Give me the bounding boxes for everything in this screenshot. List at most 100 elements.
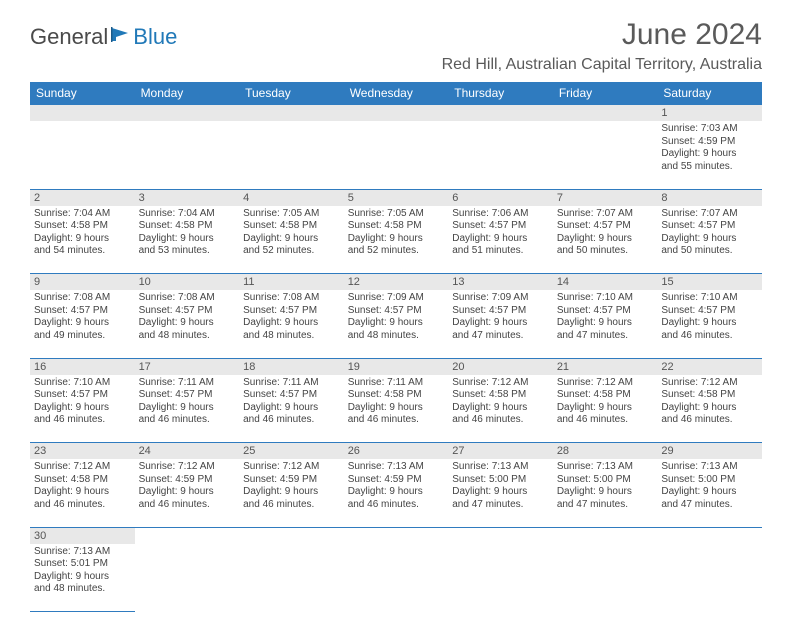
day-cell: Sunrise: 7:07 AMSunset: 4:57 PMDaylight:… xyxy=(553,206,658,274)
sunset-label: Sunset: 4:57 PM xyxy=(139,305,236,318)
day-number-cell: 24 xyxy=(135,443,240,460)
day-number-cell: 26 xyxy=(344,443,449,460)
day-cell: Sunrise: 7:03 AMSunset: 4:59 PMDaylight:… xyxy=(657,121,762,189)
day-content-row: Sunrise: 7:04 AMSunset: 4:58 PMDaylight:… xyxy=(30,206,762,274)
day-cell: Sunrise: 7:04 AMSunset: 4:58 PMDaylight:… xyxy=(135,206,240,274)
day-number-cell xyxy=(135,105,240,122)
sunrise-label: Sunrise: 7:11 AM xyxy=(243,377,340,390)
day-number-cell xyxy=(30,105,135,122)
sunset-label: Sunset: 4:58 PM xyxy=(661,389,758,402)
day-cell: Sunrise: 7:12 AMSunset: 4:58 PMDaylight:… xyxy=(657,375,762,443)
day-number-cell: 13 xyxy=(448,274,553,291)
day-number-cell: 19 xyxy=(344,358,449,375)
day-cell: Sunrise: 7:08 AMSunset: 4:57 PMDaylight:… xyxy=(135,290,240,358)
day-cell xyxy=(344,544,449,612)
sunset-label: Sunset: 4:57 PM xyxy=(557,220,654,233)
daylight-label: Daylight: 9 hours xyxy=(452,233,549,246)
day-number-cell: 8 xyxy=(657,189,762,206)
day-number-row: 2345678 xyxy=(30,189,762,206)
day-number-cell: 10 xyxy=(135,274,240,291)
weekday-header: Tuesday xyxy=(239,82,344,105)
day-number-cell xyxy=(657,527,762,544)
sunrise-label: Sunrise: 7:13 AM xyxy=(348,461,445,474)
daylight-label: and 48 minutes. xyxy=(243,330,340,343)
daylight-label: and 48 minutes. xyxy=(348,330,445,343)
sunset-label: Sunset: 4:57 PM xyxy=(243,305,340,318)
flag-icon xyxy=(110,24,132,50)
daylight-label: Daylight: 9 hours xyxy=(661,486,758,499)
day-number-cell: 14 xyxy=(553,274,658,291)
daylight-label: and 52 minutes. xyxy=(243,245,340,258)
daylight-label: and 47 minutes. xyxy=(557,499,654,512)
day-cell xyxy=(135,544,240,612)
daylight-label: and 47 minutes. xyxy=(452,499,549,512)
sunrise-label: Sunrise: 7:10 AM xyxy=(557,292,654,305)
daylight-label: and 46 minutes. xyxy=(34,499,131,512)
sunset-label: Sunset: 4:57 PM xyxy=(452,305,549,318)
daylight-label: Daylight: 9 hours xyxy=(34,317,131,330)
daylight-label: and 46 minutes. xyxy=(243,499,340,512)
daylight-label: Daylight: 9 hours xyxy=(557,317,654,330)
sunrise-label: Sunrise: 7:07 AM xyxy=(661,208,758,221)
sunrise-label: Sunrise: 7:07 AM xyxy=(557,208,654,221)
day-cell xyxy=(448,544,553,612)
sunrise-label: Sunrise: 7:12 AM xyxy=(243,461,340,474)
day-number-cell: 9 xyxy=(30,274,135,291)
day-cell: Sunrise: 7:12 AMSunset: 4:58 PMDaylight:… xyxy=(553,375,658,443)
sunset-label: Sunset: 4:59 PM xyxy=(139,474,236,487)
sunrise-label: Sunrise: 7:12 AM xyxy=(34,461,131,474)
day-cell: Sunrise: 7:07 AMSunset: 4:57 PMDaylight:… xyxy=(657,206,762,274)
day-number-cell xyxy=(344,105,449,122)
daylight-label: Daylight: 9 hours xyxy=(348,486,445,499)
day-number-cell: 11 xyxy=(239,274,344,291)
daylight-label: Daylight: 9 hours xyxy=(243,317,340,330)
sunset-label: Sunset: 4:57 PM xyxy=(661,305,758,318)
day-cell: Sunrise: 7:12 AMSunset: 4:59 PMDaylight:… xyxy=(239,459,344,527)
daylight-label: and 51 minutes. xyxy=(452,245,549,258)
day-number-cell: 30 xyxy=(30,527,135,544)
sunset-label: Sunset: 4:58 PM xyxy=(34,220,131,233)
day-cell: Sunrise: 7:11 AMSunset: 4:57 PMDaylight:… xyxy=(239,375,344,443)
sunrise-label: Sunrise: 7:12 AM xyxy=(661,377,758,390)
day-number-row: 1 xyxy=(30,105,762,122)
day-cell xyxy=(553,544,658,612)
day-number-cell xyxy=(448,105,553,122)
daylight-label: and 46 minutes. xyxy=(661,330,758,343)
sunrise-label: Sunrise: 7:10 AM xyxy=(661,292,758,305)
sunset-label: Sunset: 4:58 PM xyxy=(243,220,340,233)
day-number-cell xyxy=(553,527,658,544)
daylight-label: and 46 minutes. xyxy=(139,414,236,427)
calendar-table: SundayMondayTuesdayWednesdayThursdayFrid… xyxy=(30,82,762,612)
daylight-label: Daylight: 9 hours xyxy=(348,317,445,330)
day-cell xyxy=(553,121,658,189)
sunrise-label: Sunrise: 7:05 AM xyxy=(243,208,340,221)
daylight-label: and 53 minutes. xyxy=(139,245,236,258)
sunset-label: Sunset: 4:58 PM xyxy=(452,389,549,402)
day-number-cell: 17 xyxy=(135,358,240,375)
daylight-label: Daylight: 9 hours xyxy=(557,233,654,246)
day-content-row: Sunrise: 7:10 AMSunset: 4:57 PMDaylight:… xyxy=(30,375,762,443)
daylight-label: Daylight: 9 hours xyxy=(661,148,758,161)
daylight-label: and 55 minutes. xyxy=(661,161,758,174)
day-number-cell xyxy=(448,527,553,544)
day-cell: Sunrise: 7:04 AMSunset: 4:58 PMDaylight:… xyxy=(30,206,135,274)
logo-text-blue: Blue xyxy=(133,24,177,50)
daylight-label: Daylight: 9 hours xyxy=(243,486,340,499)
sunrise-label: Sunrise: 7:03 AM xyxy=(661,123,758,136)
sunrise-label: Sunrise: 7:08 AM xyxy=(139,292,236,305)
day-content-row: Sunrise: 7:03 AMSunset: 4:59 PMDaylight:… xyxy=(30,121,762,189)
day-number-row: 23242526272829 xyxy=(30,443,762,460)
sunrise-label: Sunrise: 7:09 AM xyxy=(348,292,445,305)
daylight-label: and 46 minutes. xyxy=(243,414,340,427)
day-number-row: 9101112131415 xyxy=(30,274,762,291)
daylight-label: Daylight: 9 hours xyxy=(139,233,236,246)
daylight-label: and 46 minutes. xyxy=(139,499,236,512)
day-number-cell: 7 xyxy=(553,189,658,206)
sunset-label: Sunset: 4:57 PM xyxy=(661,220,758,233)
sunrise-label: Sunrise: 7:06 AM xyxy=(452,208,549,221)
day-number-cell: 18 xyxy=(239,358,344,375)
day-number-cell: 15 xyxy=(657,274,762,291)
day-number-cell: 12 xyxy=(344,274,449,291)
sunrise-label: Sunrise: 7:13 AM xyxy=(557,461,654,474)
daylight-label: Daylight: 9 hours xyxy=(243,233,340,246)
